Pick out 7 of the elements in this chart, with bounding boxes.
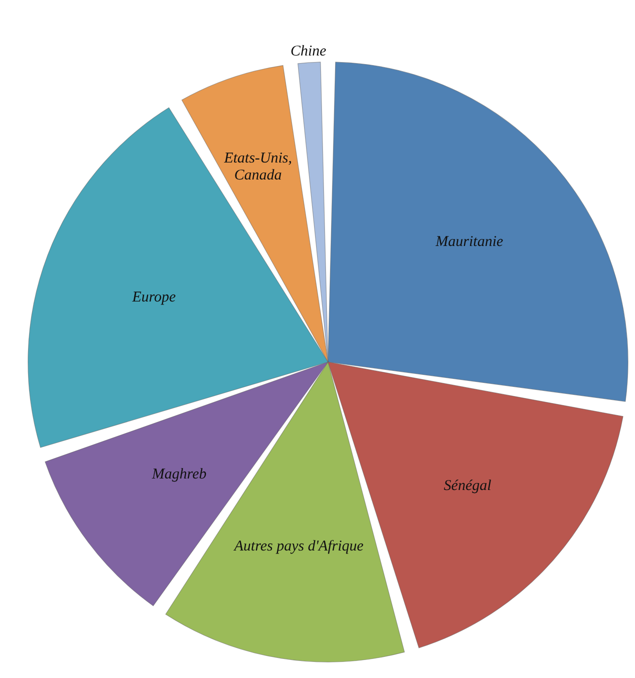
slice-label: Maghreb: [151, 466, 207, 483]
slice-label: Autres pays d'Afrique: [233, 538, 364, 555]
slice-label: Chine: [290, 44, 327, 60]
slice-label: Europe: [131, 289, 176, 306]
slice-label: Sénégal: [444, 478, 492, 494]
slice-label: Mauritanie: [434, 234, 504, 250]
slice-label: Etats-Unis, Canada: [223, 150, 292, 184]
